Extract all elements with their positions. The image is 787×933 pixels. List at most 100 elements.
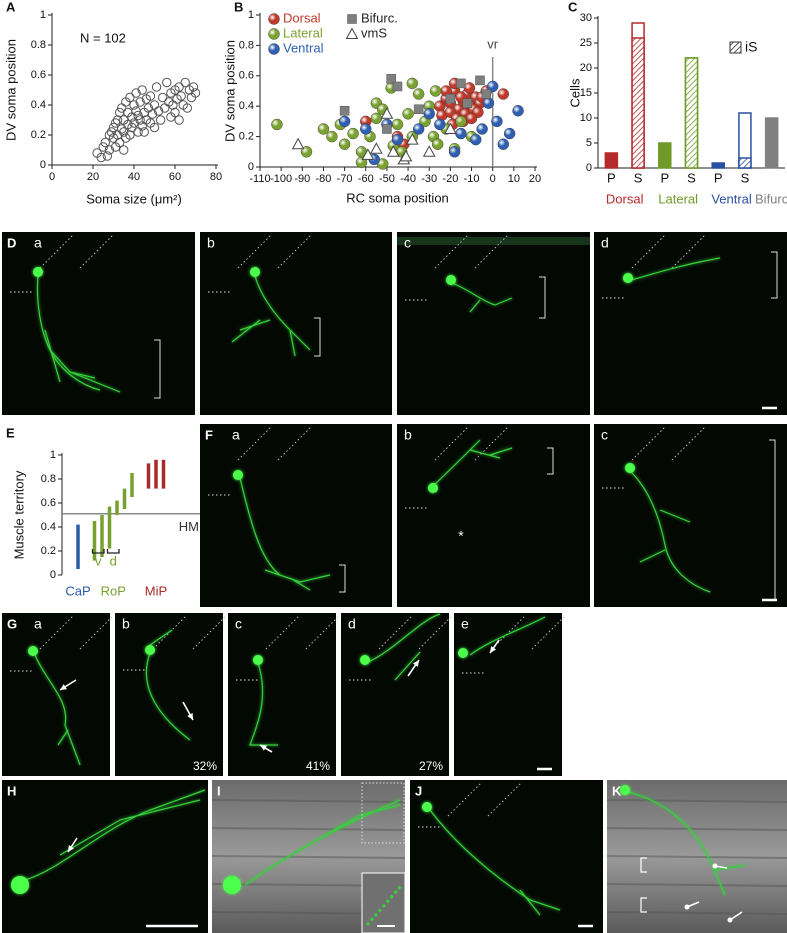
image-panel: [2, 613, 110, 776]
dotted-line: [305, 614, 341, 650]
bracket-label: d: [110, 553, 117, 568]
point: [412, 88, 425, 100]
bar: [658, 142, 672, 169]
percentage: 41%: [306, 759, 330, 773]
point: [445, 93, 456, 104]
dotted-line: [79, 233, 115, 269]
image-panel: [2, 232, 195, 415]
axon: [451, 282, 513, 313]
x-tick-label: S: [741, 170, 750, 185]
point: [100, 137, 111, 148]
soma: [625, 463, 635, 473]
image-panel: [2, 780, 208, 933]
soma: [446, 275, 456, 285]
point: [470, 133, 482, 146]
point: [399, 149, 413, 162]
point: [380, 107, 394, 119]
subpanel-label: a: [232, 427, 240, 443]
point: [434, 118, 446, 131]
axon: [244, 799, 401, 886]
point: [392, 81, 403, 92]
percentage: 27%: [419, 759, 443, 773]
dotted-line: [237, 233, 273, 269]
point: [155, 115, 166, 125]
panel-label: J: [415, 783, 422, 798]
subpanel-label: a: [34, 616, 42, 632]
point: [147, 109, 158, 119]
y-tick-label: 20: [580, 62, 592, 74]
bracket-label: v: [95, 553, 102, 568]
point: [110, 118, 121, 128]
soma: [223, 876, 241, 894]
legend-swatch: [268, 28, 280, 40]
tissue-band: [211, 855, 406, 859]
soma: [11, 876, 29, 894]
dotted-line: [418, 614, 454, 650]
subpanel-label: c: [235, 616, 242, 632]
tissue-band: [606, 827, 787, 831]
y-tick-label: 5: [586, 137, 592, 149]
point: [131, 88, 141, 98]
point: [190, 88, 201, 98]
y-tick-label: 0.4: [31, 99, 46, 111]
dotted-line: [434, 233, 470, 269]
point: [291, 137, 305, 150]
x-tick-label: -110: [249, 173, 270, 185]
dotted-line: [631, 233, 667, 269]
axon: [145, 629, 191, 741]
x-tick-label: -80: [316, 173, 332, 185]
legend-swatch: [345, 27, 359, 39]
tissue-band: [606, 883, 787, 887]
group-label: CaP: [65, 583, 90, 598]
soma: [145, 645, 155, 655]
point: [497, 88, 509, 100]
point: [476, 123, 488, 135]
y-tick-label: 15: [580, 87, 592, 99]
dotted-line: [447, 781, 483, 817]
point: [151, 82, 162, 92]
axon: [627, 791, 746, 896]
point: [455, 127, 467, 140]
bracket: [640, 857, 647, 873]
y-axis-label: DV soma position: [3, 39, 18, 141]
reference-label: vr: [487, 36, 499, 51]
point: [135, 115, 145, 125]
point: [114, 137, 125, 148]
dotted-line: [378, 614, 414, 650]
y-tick-label: 0: [40, 159, 46, 171]
dotted-line: [474, 425, 510, 461]
axon: [367, 613, 441, 681]
dotted-line: [277, 425, 313, 461]
legend-label: iS: [745, 39, 757, 55]
soma: [233, 470, 243, 480]
soma: [422, 802, 432, 812]
x-tick-label: -10: [464, 173, 480, 185]
dotted-line: [671, 233, 707, 269]
image-panel: [454, 613, 562, 776]
annotation: N = 102: [80, 30, 126, 45]
x-tick-label: 0: [490, 173, 496, 185]
point: [119, 127, 129, 137]
panel-label: I: [217, 783, 221, 798]
bar: [711, 162, 725, 169]
group-label: RoP: [101, 583, 126, 598]
point: [391, 118, 404, 131]
point: [448, 146, 461, 158]
bar: [764, 117, 779, 169]
point: [158, 92, 168, 103]
x-tick-label: 20: [87, 171, 99, 183]
subpanel-label: c: [601, 427, 608, 443]
bracket: [314, 317, 321, 357]
arrow-head: [187, 713, 193, 720]
bracket: [547, 447, 554, 475]
point: [465, 112, 478, 125]
arrow-head: [68, 845, 74, 852]
point: [413, 104, 424, 114]
point: [347, 127, 359, 140]
point: [402, 108, 414, 120]
panel-label: G: [7, 616, 17, 631]
legend-swatch: [729, 41, 742, 54]
x-axis-label: RC soma position: [346, 190, 449, 205]
subpanel-label: b: [404, 427, 412, 443]
group-label: Bifurc: [755, 191, 787, 206]
